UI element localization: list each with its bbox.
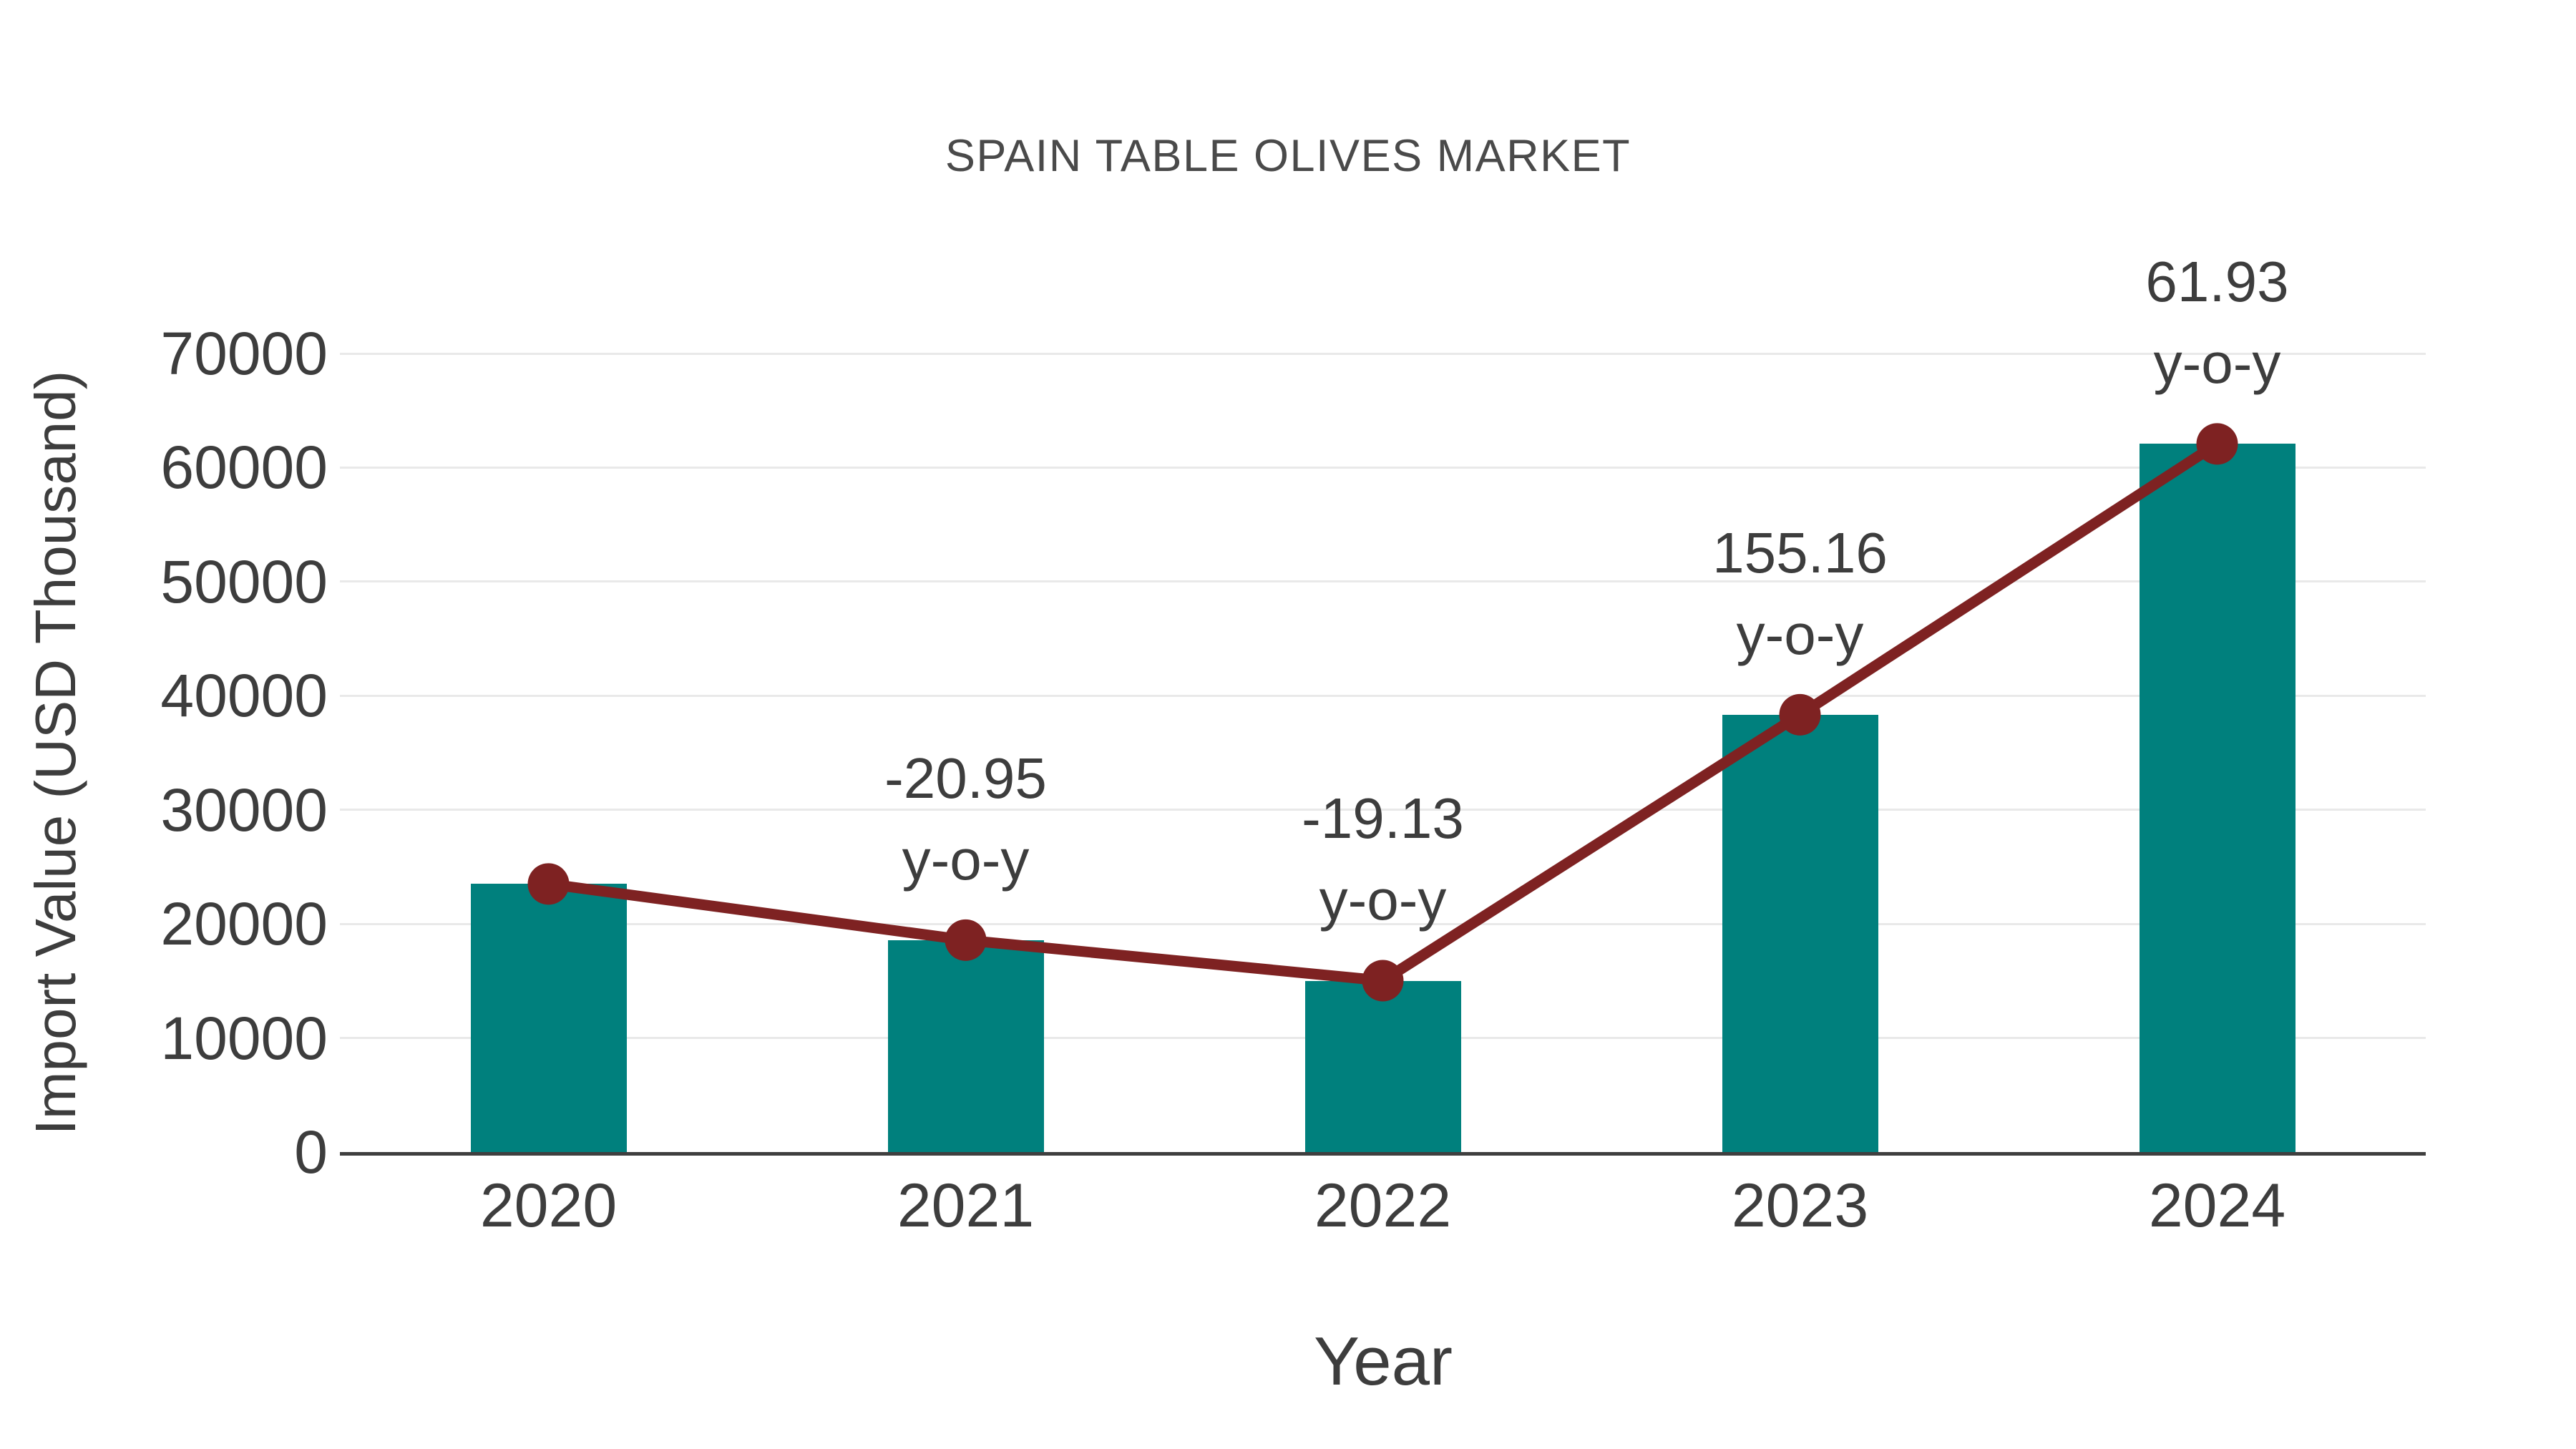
yoy-label: y-o-y (902, 827, 1030, 892)
gridline-60000 (340, 466, 2426, 469)
x-tick-label-2021: 2021 (897, 1171, 1035, 1240)
bar-2024 (2139, 444, 2296, 1152)
yoy-annotation-2022: -19.13 y-o-y (1302, 778, 1464, 941)
yoy-label: y-o-y (2153, 331, 2281, 396)
y-tick-label-70000: 70000 (160, 320, 328, 387)
chart-title: SPAIN TABLE OLIVES MARKET (945, 131, 1631, 181)
y-tick-label-60000: 60000 (160, 434, 328, 502)
trend-marker-2023 (1779, 693, 1821, 736)
yoy-annotation-2023: 155.16 y-o-y (1712, 512, 1888, 675)
yoy-label: y-o-y (1736, 602, 1864, 666)
trend-marker-2022 (1362, 960, 1404, 1002)
bar-2023 (1722, 714, 1878, 1152)
gridline-30000 (340, 809, 2426, 811)
yoy-annotation-2021: -20.95 y-o-y (884, 738, 1047, 901)
y-tick-label-40000: 40000 (160, 662, 328, 730)
x-axis-title: Year (1314, 1323, 1453, 1400)
trend-marker-2024 (2196, 423, 2238, 465)
x-tick-label-2024: 2024 (2148, 1171, 2286, 1240)
yoy-value: 155.16 (1712, 520, 1888, 585)
gridline-70000 (340, 352, 2426, 355)
yoy-label: y-o-y (1319, 868, 1447, 932)
y-tick-label-10000: 10000 (160, 1004, 328, 1072)
y-tick-label-50000: 50000 (160, 547, 328, 615)
bar-2020 (470, 884, 627, 1152)
yoy-value: -19.13 (1302, 786, 1464, 851)
y-tick-label-0: 0 (294, 1118, 328, 1186)
x-tick-label-2022: 2022 (1314, 1171, 1452, 1240)
x-tick-label-2020: 2020 (479, 1171, 618, 1240)
trend-line-series (527, 423, 2238, 1002)
yoy-value: 61.93 (2145, 250, 2289, 314)
gridline-40000 (340, 694, 2426, 697)
yoy-annotation-2024: 61.93 y-o-y (2145, 241, 2288, 404)
gridline-20000 (340, 922, 2426, 925)
x-tick-label-2023: 2023 (1731, 1171, 1869, 1240)
yoy-value: -20.95 (884, 746, 1047, 810)
y-tick-label-30000: 30000 (160, 776, 328, 844)
bar-2021 (887, 940, 1044, 1152)
plot-area: -20.95 y-o-y -19.13 y-o-y 155.16 y-o-y 61.93 y-… (340, 250, 2426, 1156)
gridline-50000 (340, 580, 2426, 583)
trend-marker-2021 (945, 919, 987, 961)
bar-2022 (1304, 980, 1461, 1152)
trend-marker-2020 (527, 863, 570, 905)
y-tick-label-20000: 20000 (160, 890, 328, 958)
